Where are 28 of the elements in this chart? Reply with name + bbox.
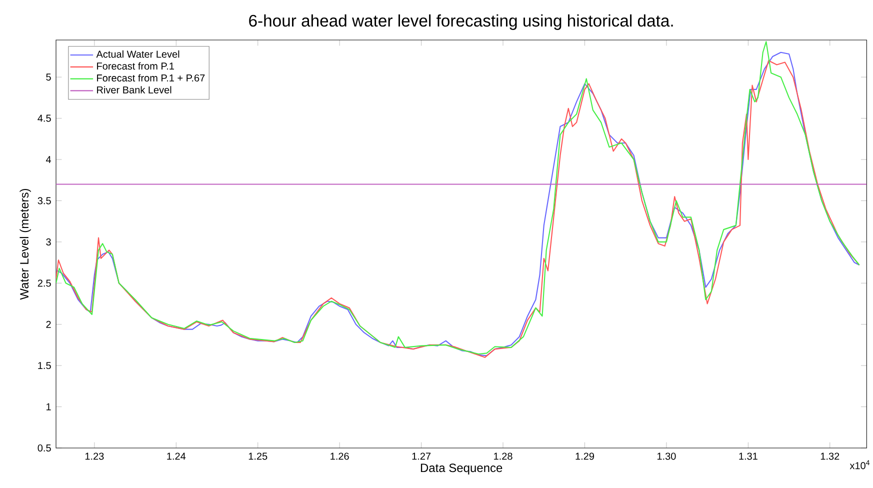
text: x10$^{4}$: [850, 460, 870, 470]
x-axis-title: Data Sequence: [420, 464, 502, 474]
x-tick-label: 1.25: [248, 452, 268, 460]
y-tick-label: 2: [46, 320, 51, 328]
legend-label: Actual Water Level: [96, 50, 180, 58]
y-axis-title: Water Level (meters): [20, 188, 31, 300]
x-tick-label: 1.23: [85, 452, 104, 460]
y-tick-label: 4: [46, 156, 52, 163]
y-tick-label: 4.5: [38, 114, 51, 122]
y-tick-label: 1: [46, 403, 51, 410]
x-tick-label: 1.24: [167, 452, 186, 460]
y-tick-label: 2.5: [38, 280, 51, 287]
y-tick-label: 3.5: [38, 197, 51, 204]
y-tick-label: 1.5: [38, 362, 51, 370]
chart-title: 6-hour ahead water level forecasting using historical data.: [249, 14, 673, 30]
legend-label: Forecast from P.1: [97, 62, 174, 70]
legend-label: River Bank Level: [97, 86, 172, 94]
y-tick-label: 3: [46, 238, 51, 246]
y-tick-label: 5: [46, 74, 51, 81]
y-tick-label: 0.5: [38, 444, 51, 452]
legend-label: Forecast from P.1 + P.67: [97, 74, 205, 82]
x-tick-label: 1.31: [739, 452, 758, 460]
x-tick-label: 1.32: [820, 452, 840, 460]
x-tick-label: 1.28: [494, 452, 512, 460]
x-tick-label: 1.27: [412, 452, 431, 460]
x-tick-label: 1.26: [330, 452, 349, 460]
x-tick-label: 1.29: [576, 452, 594, 460]
x-tick-label: 1.30: [657, 452, 676, 460]
